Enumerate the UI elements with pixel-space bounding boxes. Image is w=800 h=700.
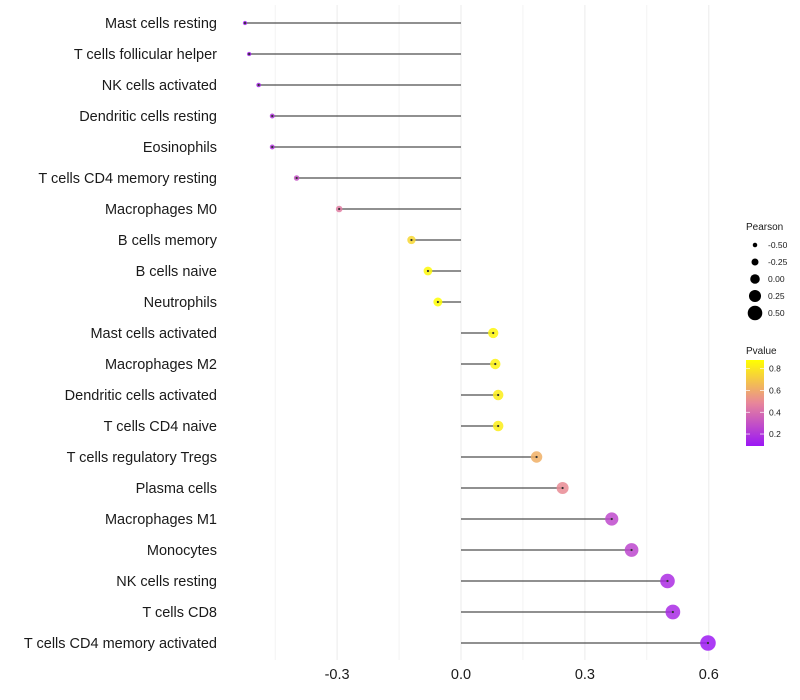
y-axis-label: T cells regulatory Tregs: [67, 450, 217, 466]
segment-end: [497, 393, 500, 397]
legend-pvalue-label: 0.4: [769, 407, 781, 417]
y-axis-label: Monocytes: [147, 543, 217, 559]
y-axis-label: Macrophages M0: [105, 202, 217, 218]
segment-end: [410, 238, 413, 242]
segment-end: [271, 114, 274, 118]
segments: [245, 22, 708, 644]
legend-size-dot: [748, 289, 762, 303]
y-axis-label: T cells CD4 memory resting: [38, 171, 217, 187]
y-axis-label: Dendritic cells activated: [65, 388, 217, 404]
x-tick-label: -0.3: [325, 667, 350, 683]
legend-size-label: 0.25: [768, 291, 785, 301]
x-axis-ticks: -0.3 0.0 0.3 0.6: [325, 667, 719, 683]
segment-end: [338, 207, 341, 211]
legend-size-dot: [751, 258, 759, 266]
legend-size-label: 0.00: [768, 274, 785, 284]
legend-size-label: 0.50: [768, 308, 785, 318]
legend-size-dot: [747, 305, 763, 321]
legend-pvalue-label: 0.6: [769, 385, 781, 395]
legend-size-dot: [752, 242, 758, 248]
y-axis-label: Neutrophils: [144, 295, 217, 311]
segment-end: [630, 548, 633, 552]
segment-end: [706, 641, 710, 645]
x-tick-label: 0.3: [575, 667, 595, 683]
y-axis-label: NK cells activated: [102, 78, 217, 94]
legend-pearson-title: Pearson: [746, 222, 783, 233]
y-axis-label: Macrophages M2: [105, 357, 217, 373]
segment-end: [497, 424, 500, 428]
y-axis-label: NK cells resting: [116, 574, 217, 590]
segment-end: [494, 362, 497, 366]
segment-end: [248, 52, 251, 56]
segment-end: [271, 145, 274, 149]
y-axis-label: Macrophages M1: [105, 512, 217, 528]
segment-end: [426, 269, 430, 273]
legend-pvalue-label: 0.2: [769, 429, 781, 439]
segment-end: [561, 486, 564, 490]
segment-end: [257, 83, 260, 87]
y-axis-label: Mast cells activated: [90, 326, 217, 342]
y-axis-label: T cells CD8: [142, 605, 217, 621]
segment-end: [671, 610, 674, 614]
segment-end: [436, 300, 439, 304]
y-axis-label: Dendritic cells resting: [79, 109, 217, 125]
legend-pvalue-title: Pvalue: [746, 346, 777, 357]
segment-end: [610, 517, 613, 521]
y-axis-label: Mast cells resting: [105, 16, 217, 32]
segment-end: [295, 176, 298, 180]
y-axis-label: T cells CD4 naive: [104, 419, 217, 435]
segment-end: [243, 21, 247, 25]
y-axis-label: T cells follicular helper: [74, 47, 217, 63]
segment-end: [535, 455, 538, 459]
legend-size-dot: [750, 274, 760, 284]
pvalue-colorbar: [746, 360, 764, 446]
y-axis-label: Plasma cells: [136, 481, 217, 497]
legend-pvalue-label: 0.8: [769, 364, 781, 374]
y-axis-label: T cells CD4 memory activated: [24, 636, 217, 652]
legend-pearson: Pearson -0.50 -0.25 0.00 0.25 0.50: [746, 222, 788, 321]
y-axis-label: B cells naive: [136, 264, 217, 280]
x-tick-label: 0.0: [451, 667, 471, 683]
legend-size-label: -0.25: [768, 257, 788, 267]
y-axis-label: Eosinophils: [143, 140, 217, 156]
y-axis-label: B cells memory: [118, 233, 218, 249]
y-axis-labels: Mast cells resting T cells follicular hel…: [24, 16, 218, 652]
x-tick-label: 0.6: [699, 667, 719, 683]
segment-end: [666, 579, 669, 583]
legend-size-label: -0.50: [768, 240, 788, 250]
legend-pvalue: Pvalue 0.2 0.4 0.6 0.8: [746, 346, 781, 446]
segment-end: [492, 331, 495, 335]
points: [242, 20, 716, 651]
